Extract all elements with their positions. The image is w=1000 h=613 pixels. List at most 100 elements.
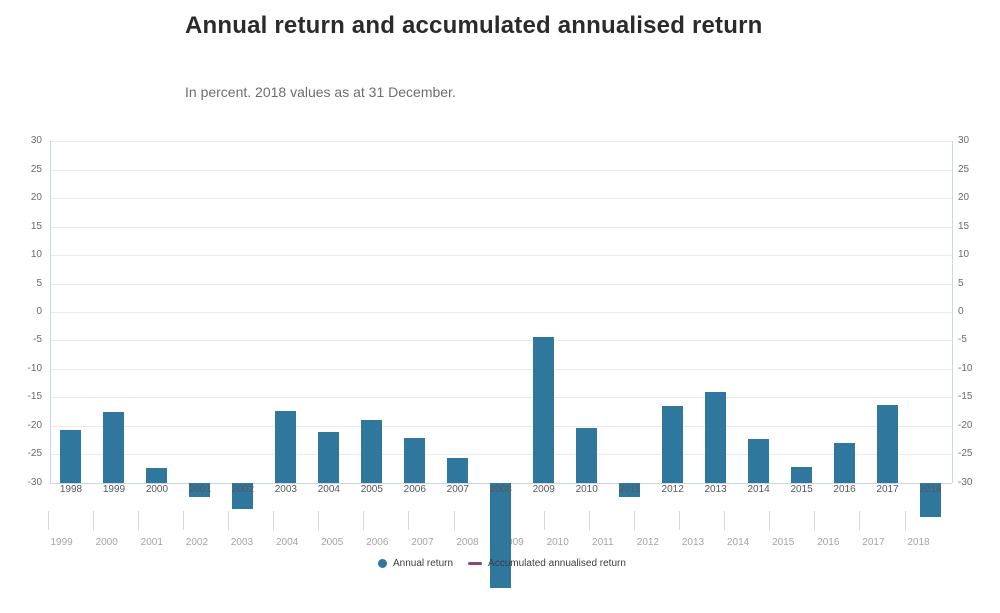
x-axis-secondary-tick	[453, 511, 455, 530]
annual-return-bar[interactable]	[404, 437, 426, 483]
gridline	[49, 226, 952, 228]
gridline	[49, 425, 952, 427]
gridline	[49, 312, 952, 313]
plot-left-border	[49, 141, 51, 483]
annual-return-bar[interactable]	[705, 391, 727, 483]
annual-return-bar[interactable]	[447, 458, 469, 483]
x-axis-secondary-label: 2004	[275, 537, 299, 548]
x-axis-secondary-tick	[859, 511, 861, 530]
annual-return-bar[interactable]	[576, 428, 598, 483]
legend-item-annual-return[interactable]: Annual return	[378, 558, 453, 569]
x-axis-secondary-tick	[318, 511, 320, 530]
x-axis-label: 1999	[102, 484, 126, 495]
legend-label-annual-return: Annual return	[393, 558, 454, 569]
annual-return-bar[interactable]	[103, 412, 125, 483]
x-axis-label: 2002	[231, 484, 255, 495]
x-axis-label: 2004	[317, 484, 340, 495]
plot-right-border	[952, 141, 953, 483]
annual-return-bar[interactable]	[361, 419, 383, 483]
y-axis-tick-label-right: 10	[958, 249, 970, 261]
y-axis-tick-label-right: -10	[958, 362, 973, 374]
x-axis-label: 2007	[446, 484, 469, 495]
annual-return-marker-icon	[378, 559, 387, 568]
x-axis-secondary-tick	[92, 511, 94, 530]
x-axis-secondary-tick	[588, 511, 590, 530]
x-axis-secondary-tick	[363, 511, 365, 530]
x-axis-secondary-label: 2015	[772, 537, 795, 548]
y-axis-tick-label-right: 30	[958, 135, 970, 147]
x-axis-secondary-tick	[543, 511, 545, 530]
legend-item-accumulated-return[interactable]: Accumulated annualised return	[468, 558, 626, 569]
y-axis-tick-label-right: -25	[958, 448, 973, 460]
annual-return-bar[interactable]	[791, 467, 813, 483]
x-axis-secondary-tick	[769, 511, 771, 530]
y-axis-tick-label-left: 0	[36, 306, 42, 317]
x-axis-label: 2009	[532, 484, 555, 495]
x-axis-secondary-label: 2013	[681, 537, 705, 548]
y-axis-tick-label-right: 15	[958, 220, 970, 232]
x-axis-label: 2010	[575, 484, 598, 495]
y-axis-tick-label-right: -30	[958, 476, 973, 488]
y-axis-tick-label-left: 20	[30, 192, 42, 204]
x-axis-label: 2006	[403, 484, 426, 495]
y-axis-tick-label-left: 30	[30, 135, 42, 147]
x-axis-secondary-label: 2016	[817, 537, 840, 548]
x-axis-secondary-label: 2008	[456, 537, 479, 548]
gridline	[49, 169, 952, 171]
y-axis-tick-label-left: -20	[27, 419, 42, 431]
x-axis-secondary-tick	[137, 511, 139, 530]
x-axis-secondary-label: 2018	[907, 537, 930, 548]
x-axis-label: 2003	[274, 484, 297, 495]
annual-return-bar[interactable]	[232, 482, 254, 510]
x-axis-secondary-tick	[182, 511, 184, 530]
y-axis-tick-label-left: 5	[36, 277, 42, 289]
x-axis-secondary-label: 2017	[862, 537, 885, 548]
y-axis-tick-label-left: -15	[27, 391, 42, 403]
x-axis-label: 2012	[661, 484, 684, 495]
x-axis-label: 2018	[919, 484, 942, 495]
x-axis-label: 1998	[59, 484, 83, 495]
x-axis-label: 2000	[145, 484, 169, 495]
y-axis-tick-label-right: 5	[958, 277, 964, 289]
y-axis-tick-label-right: -15	[958, 391, 973, 403]
x-axis-secondary-label: 2014	[726, 537, 750, 548]
x-axis-secondary-tick	[904, 511, 906, 530]
annual-return-bar[interactable]	[533, 337, 555, 483]
annual-return-bar[interactable]	[275, 411, 297, 483]
y-axis-tick-label-right: -20	[958, 419, 973, 431]
x-axis-secondary-tick	[408, 511, 410, 530]
x-axis-secondary-tick	[228, 511, 229, 530]
x-axis-secondary-tick	[273, 511, 275, 530]
page-title: Annual return and accumulated annualised…	[185, 12, 763, 39]
annual-return-bar[interactable]	[146, 468, 168, 483]
annual-return-bar[interactable]	[877, 404, 899, 483]
annual-return-bar[interactable]	[189, 482, 211, 497]
annual-return-bar[interactable]	[490, 482, 512, 588]
gridline	[49, 454, 952, 456]
x-axis-secondary-label: 2000	[95, 537, 118, 548]
y-axis-tick-label-left: 25	[30, 163, 42, 175]
y-axis-tick-label-right: 20	[958, 192, 970, 204]
y-axis-tick-label-right: 0	[958, 306, 964, 317]
y-axis-tick-label-left: 15	[30, 220, 42, 232]
x-axis-secondary-label: 2012	[636, 537, 660, 548]
gridline	[49, 283, 952, 285]
annual-return-bar[interactable]	[619, 482, 641, 497]
gridline	[49, 340, 952, 342]
annual-return-bar[interactable]	[748, 439, 770, 483]
annual-return-bar[interactable]	[60, 429, 82, 483]
chart-legend: Annual return Accumulated annualised ret…	[378, 558, 626, 569]
x-axis-secondary-label: 1999	[50, 537, 73, 548]
y-axis-tick-label-left: -30	[27, 476, 42, 488]
y-axis-tick-label-right: 25	[958, 163, 970, 175]
y-axis-tick-label-left: -25	[27, 448, 42, 460]
annual-return-bar[interactable]	[920, 482, 941, 518]
annual-return-bar[interactable]	[318, 432, 340, 483]
x-axis-secondary-label: 2006	[366, 537, 389, 548]
annual-return-bar[interactable]	[662, 406, 684, 483]
x-axis-label: 2015	[790, 484, 813, 495]
annual-return-bar[interactable]	[834, 443, 856, 483]
x-axis-secondary-label: 2001	[140, 537, 163, 548]
gridline	[49, 141, 952, 143]
